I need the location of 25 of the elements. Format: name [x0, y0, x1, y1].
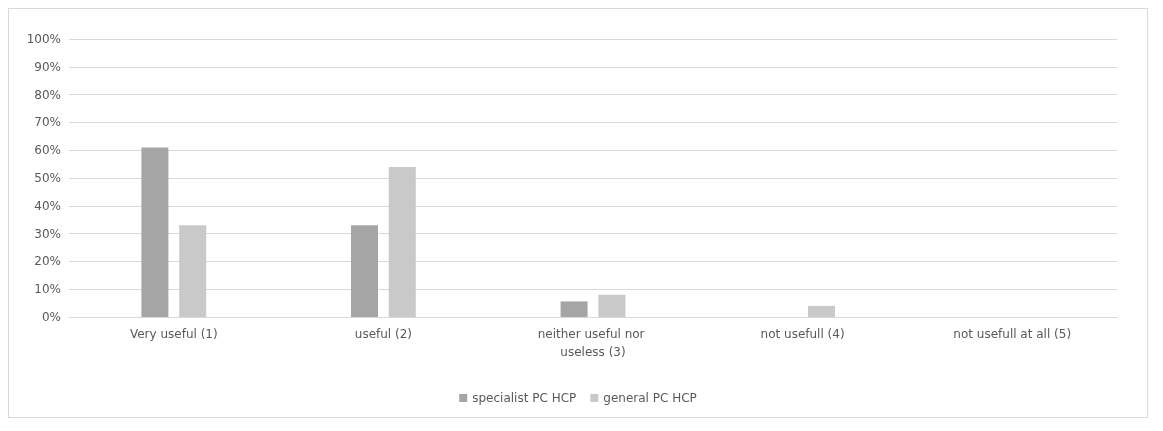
y-tick-label: 20%: [34, 254, 61, 269]
bar: [808, 305, 835, 317]
legend-label: general PC HCP: [603, 391, 697, 405]
y-tick-label: 10%: [34, 282, 61, 297]
bar: [560, 301, 588, 317]
bar: [351, 225, 378, 317]
y-tick-label: 50%: [34, 171, 61, 185]
bar: [179, 225, 207, 317]
x-tick-label: not usefull (4): [760, 327, 845, 341]
y-tick-label: 100%: [26, 32, 61, 46]
y-tick-label: 80%: [34, 87, 61, 102]
bar: [598, 294, 626, 317]
legend-label: specialist PC HCP: [472, 391, 577, 405]
y-tick-label: 40%: [34, 198, 61, 213]
y-tick-label: 0%: [41, 310, 61, 324]
x-tick-label: Very useful (1): [129, 327, 218, 341]
y-tick-label: 60%: [34, 143, 61, 158]
bar: [141, 147, 169, 317]
x-tick-label: not usefull at all (5): [953, 327, 1072, 341]
bar: [388, 166, 416, 317]
y-tick-label: 30%: [34, 226, 61, 241]
x-tick-label: useful (2): [354, 327, 413, 341]
y-tick-label: 90%: [34, 59, 61, 74]
x-tick-label: neither useful nor useless (3): [537, 327, 649, 359]
y-tick-label: 70%: [34, 115, 61, 130]
